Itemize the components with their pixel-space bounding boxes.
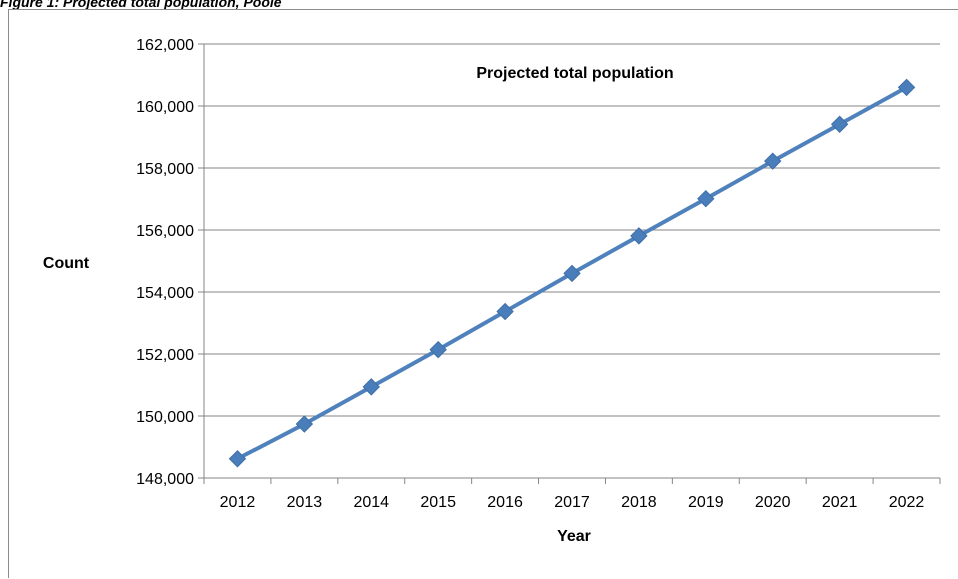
figure-caption: Figure 1: Projected total population, Po… — [0, 0, 282, 10]
axes — [198, 43, 941, 484]
data-point-marker — [295, 415, 314, 433]
data-point-marker — [228, 450, 247, 468]
y-tick-label: 148,000 — [136, 471, 194, 488]
data-point-marker — [830, 115, 849, 133]
x-tick-label: 2017 — [554, 494, 590, 511]
data-point-marker — [429, 340, 447, 359]
data-point-marker — [897, 78, 916, 97]
y-tick-label: 162,000 — [136, 37, 194, 54]
y-tick-labels: 148,000 150,000 152,000 154,000 156,000 158,0… — [136, 37, 194, 488]
x-tick-label: 2022 — [889, 494, 925, 511]
y-tick-label: 150,000 — [136, 409, 194, 426]
data-point-marker — [764, 152, 782, 170]
x-tick-label: 2013 — [287, 494, 323, 511]
x-tick-label: 2020 — [755, 494, 791, 511]
y-tick-label: 160,000 — [136, 99, 194, 116]
y-tick-label: 158,000 — [136, 161, 194, 178]
x-tick-label: 2018 — [621, 494, 657, 511]
x-tick-label: 2015 — [420, 494, 456, 511]
x-tick-label: 2016 — [487, 494, 523, 511]
x-tick-labels: 2012 2013 2014 2015 2016 2017 2018 2019 2020 2021… — [220, 494, 925, 511]
data-point-marker — [697, 189, 715, 208]
y-axis-label: Count — [43, 255, 90, 272]
x-tick-label: 2019 — [688, 494, 724, 511]
y-tick-label: 156,000 — [136, 223, 194, 240]
data-point-marker — [362, 378, 380, 396]
chart-frame — [8, 9, 958, 578]
x-axis-label: Year — [557, 528, 591, 545]
gridlines — [204, 43, 940, 417]
x-tick-label: 2012 — [220, 494, 256, 511]
y-tick-label: 154,000 — [136, 285, 194, 302]
x-tick-label: 2014 — [353, 494, 389, 511]
x-tick-label: 2021 — [822, 494, 858, 511]
data-point-marker — [496, 302, 514, 321]
series-group — [228, 78, 916, 468]
data-point-marker — [563, 264, 581, 283]
data-point-marker — [630, 227, 648, 245]
chart-title: Projected total population — [476, 65, 673, 82]
y-tick-label: 152,000 — [136, 347, 194, 364]
